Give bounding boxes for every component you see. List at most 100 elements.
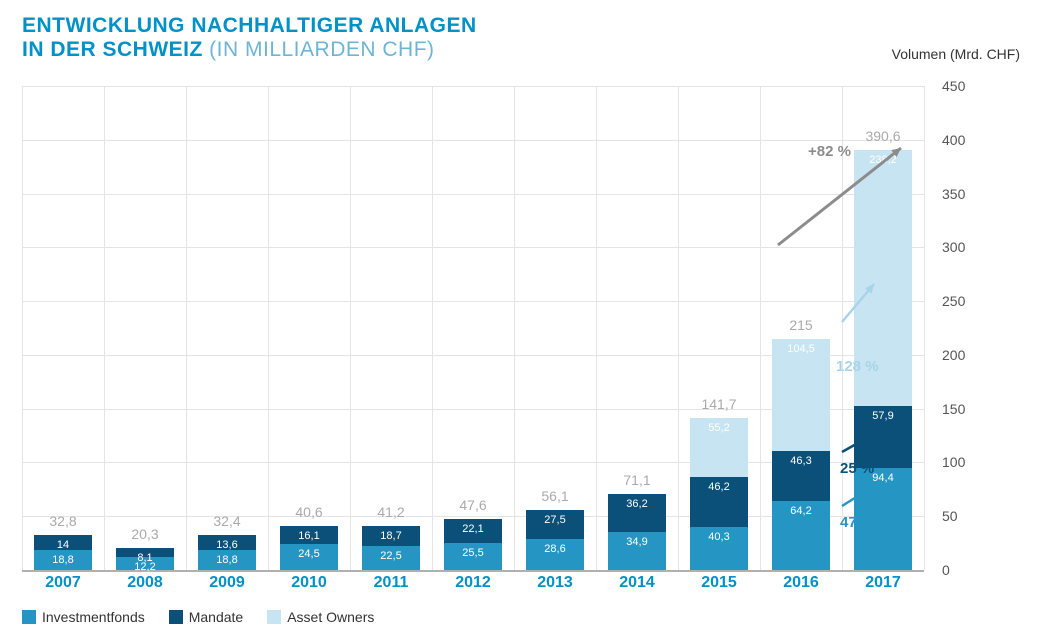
segment-value-label: 25,5 [462,546,483,559]
bar-total-label: 71,1 [608,472,666,488]
y-tick-label: 250 [942,293,965,309]
gridline-v [432,86,433,570]
x-tick-label: 2015 [690,574,748,592]
legend-label: Mandate [189,609,243,625]
bar-segment-investmentfonds: 22,5 [362,546,420,570]
y-tick-label: 300 [942,239,965,255]
segment-value-label: 238,2 [869,153,897,166]
legend-item: Investmentfonds [22,609,145,625]
bar-segment-investmentfonds: 28,6 [526,539,584,570]
legend-item: Asset Owners [267,609,374,625]
title-line-2: IN DER SCHWEIZ (IN MILLIARDEN CHF) [22,38,477,62]
bar-segment-investmentfonds: 25,5 [444,543,502,570]
bar-segment-mandate: 14 [34,535,92,550]
x-tick-label: 2012 [444,574,502,592]
segment-value-label: 14 [57,538,69,551]
y-tick-label: 100 [942,454,965,470]
gridline-v [678,86,679,570]
x-tick-label: 2010 [280,574,338,592]
segment-value-label: 16,1 [298,529,319,542]
gridline-v [924,86,925,570]
segment-value-label: 46,2 [708,480,729,493]
segment-value-label: 13,6 [216,538,237,551]
segment-value-label: 28,6 [544,542,565,555]
legend-swatch [22,610,36,624]
y-tick-label: 50 [942,508,958,524]
y-tick-label: 450 [942,78,965,94]
bar-segment-mandate: 8,1 [116,548,174,557]
gridline-v [760,86,761,570]
segment-value-label: 18,8 [216,553,237,566]
gridline-h [22,194,924,195]
chart-area: 05010015020025030035040045018,81432,8200… [22,86,980,570]
legend: Investmentfonds Mandate Asset Owners [22,609,398,625]
segment-value-label: 18,7 [380,529,401,542]
segment-value-label: 104,5 [787,342,815,355]
gridline-v [350,86,351,570]
segment-value-label: 36,2 [626,497,647,510]
segment-value-label: 55,2 [708,421,729,434]
gridline-h [22,301,924,302]
gridline-v [514,86,515,570]
gridline-h [22,140,924,141]
segment-value-label: 8,1 [137,551,152,564]
bar-total-label: 40,6 [280,504,338,520]
bar-segment-asset_owners: 104,5 [772,339,830,451]
y-tick-label: 400 [942,132,965,148]
segment-value-label: 64,2 [790,504,811,517]
gridline-v [596,86,597,570]
gridline-v [104,86,105,570]
bar-segment-investmentfonds: 18,8 [34,550,92,570]
segment-value-label: 22,5 [380,549,401,562]
gridline-v [22,86,23,570]
x-tick-label: 2007 [34,574,92,592]
segment-value-label: 22,1 [462,522,483,535]
bar-total-label: 56,1 [526,488,584,504]
growth-label-mandate: 25 % [840,460,874,477]
gridline-v [268,86,269,570]
title-line-2-sub: (IN MILLIARDEN CHF) [209,38,434,61]
y-axis-label: Volumen (Mrd. CHF) [892,46,1020,62]
bar-total-label: 390,6 [854,128,912,144]
legend-label: Asset Owners [287,609,374,625]
bar-segment-mandate: 46,2 [690,477,748,527]
bar-segment-mandate: 18,7 [362,526,420,546]
x-tick-label: 2014 [608,574,666,592]
legend-swatch [267,610,281,624]
bar-segment-asset_owners: 55,2 [690,418,748,477]
x-tick-label: 2017 [854,574,912,592]
bar-total-label: 32,8 [34,513,92,529]
bar-segment-mandate: 36,2 [608,494,666,533]
gridline-v [186,86,187,570]
growth-label-investmentfonds: 47 % [840,514,874,531]
chart-title: ENTWICKLUNG NACHHALTIGER ANLAGEN IN DER … [22,14,477,62]
bar-segment-mandate: 27,5 [526,510,584,540]
y-tick-label: 150 [942,401,965,417]
x-tick-label: 2011 [362,574,420,592]
bar-total-label: 215 [772,317,830,333]
segment-value-label: 27,5 [544,513,565,526]
bar-segment-investmentfonds: 40,3 [690,527,748,570]
legend-label: Investmentfonds [42,609,145,625]
growth-label-total: +82 % [808,143,851,160]
bar-segment-mandate: 13,6 [198,535,256,550]
x-tick-label: 2013 [526,574,584,592]
segment-value-label: 57,9 [872,409,893,422]
gridline-h [22,86,924,87]
baseline [22,570,924,572]
segment-value-label: 94,4 [872,471,893,484]
gridline-h [22,247,924,248]
segment-value-label: 24,5 [298,547,319,560]
plot-area: 05010015020025030035040045018,81432,8200… [22,86,924,570]
bar-total-label: 32,4 [198,513,256,529]
bar-total-label: 41,2 [362,504,420,520]
bar-segment-mandate: 16,1 [280,526,338,543]
growth-label-asset-owners: 128 % [836,358,879,375]
legend-item: Mandate [169,609,243,625]
bar-segment-mandate: 22,1 [444,519,502,543]
x-tick-label: 2008 [116,574,174,592]
bar-segment-investmentfonds: 34,9 [608,532,666,570]
segment-value-label: 18,8 [52,553,73,566]
x-tick-label: 2009 [198,574,256,592]
bar-total-label: 20,3 [116,526,174,542]
